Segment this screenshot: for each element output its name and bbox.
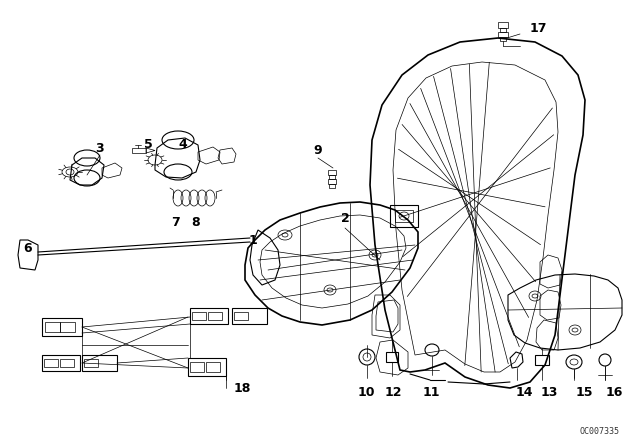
Text: 9: 9 [314,143,323,156]
Bar [42,355,80,371]
Text: 16: 16 [605,387,623,400]
Text: 15: 15 [575,387,593,400]
Text: 13: 13 [540,387,557,400]
Bar [132,148,146,153]
Bar [45,322,60,332]
Text: 18: 18 [234,382,252,395]
Bar [328,170,336,175]
Bar [329,184,335,188]
Bar [206,362,220,372]
Bar [192,312,206,320]
Text: 12: 12 [384,387,402,400]
Bar [232,308,267,324]
Text: 4: 4 [179,138,188,151]
Bar [82,355,117,371]
Bar [60,322,75,332]
Bar [84,359,98,367]
Bar [329,175,335,179]
Bar [500,37,506,41]
Bar [208,312,222,320]
Bar [42,318,82,336]
Text: 7: 7 [172,215,180,228]
Text: 3: 3 [96,142,104,155]
Bar [190,308,228,324]
Bar [390,205,418,227]
Text: 2: 2 [340,211,349,224]
Bar [328,179,336,184]
Bar [234,312,248,320]
Bar [500,28,506,32]
Bar [60,359,74,367]
Bar [190,362,204,372]
Bar [535,355,549,365]
Bar [386,352,398,362]
Text: 17: 17 [530,22,547,34]
Text: 11: 11 [422,387,440,400]
Text: 8: 8 [192,215,200,228]
Text: OC007335: OC007335 [580,427,620,436]
Bar [44,359,58,367]
Bar [498,32,508,37]
Text: 1: 1 [248,233,257,246]
Bar [395,210,413,222]
Text: 5: 5 [143,138,152,151]
Text: 6: 6 [24,241,32,254]
Text: 14: 14 [515,387,532,400]
Bar [188,358,226,376]
Text: 10: 10 [357,387,375,400]
Bar [498,22,508,28]
